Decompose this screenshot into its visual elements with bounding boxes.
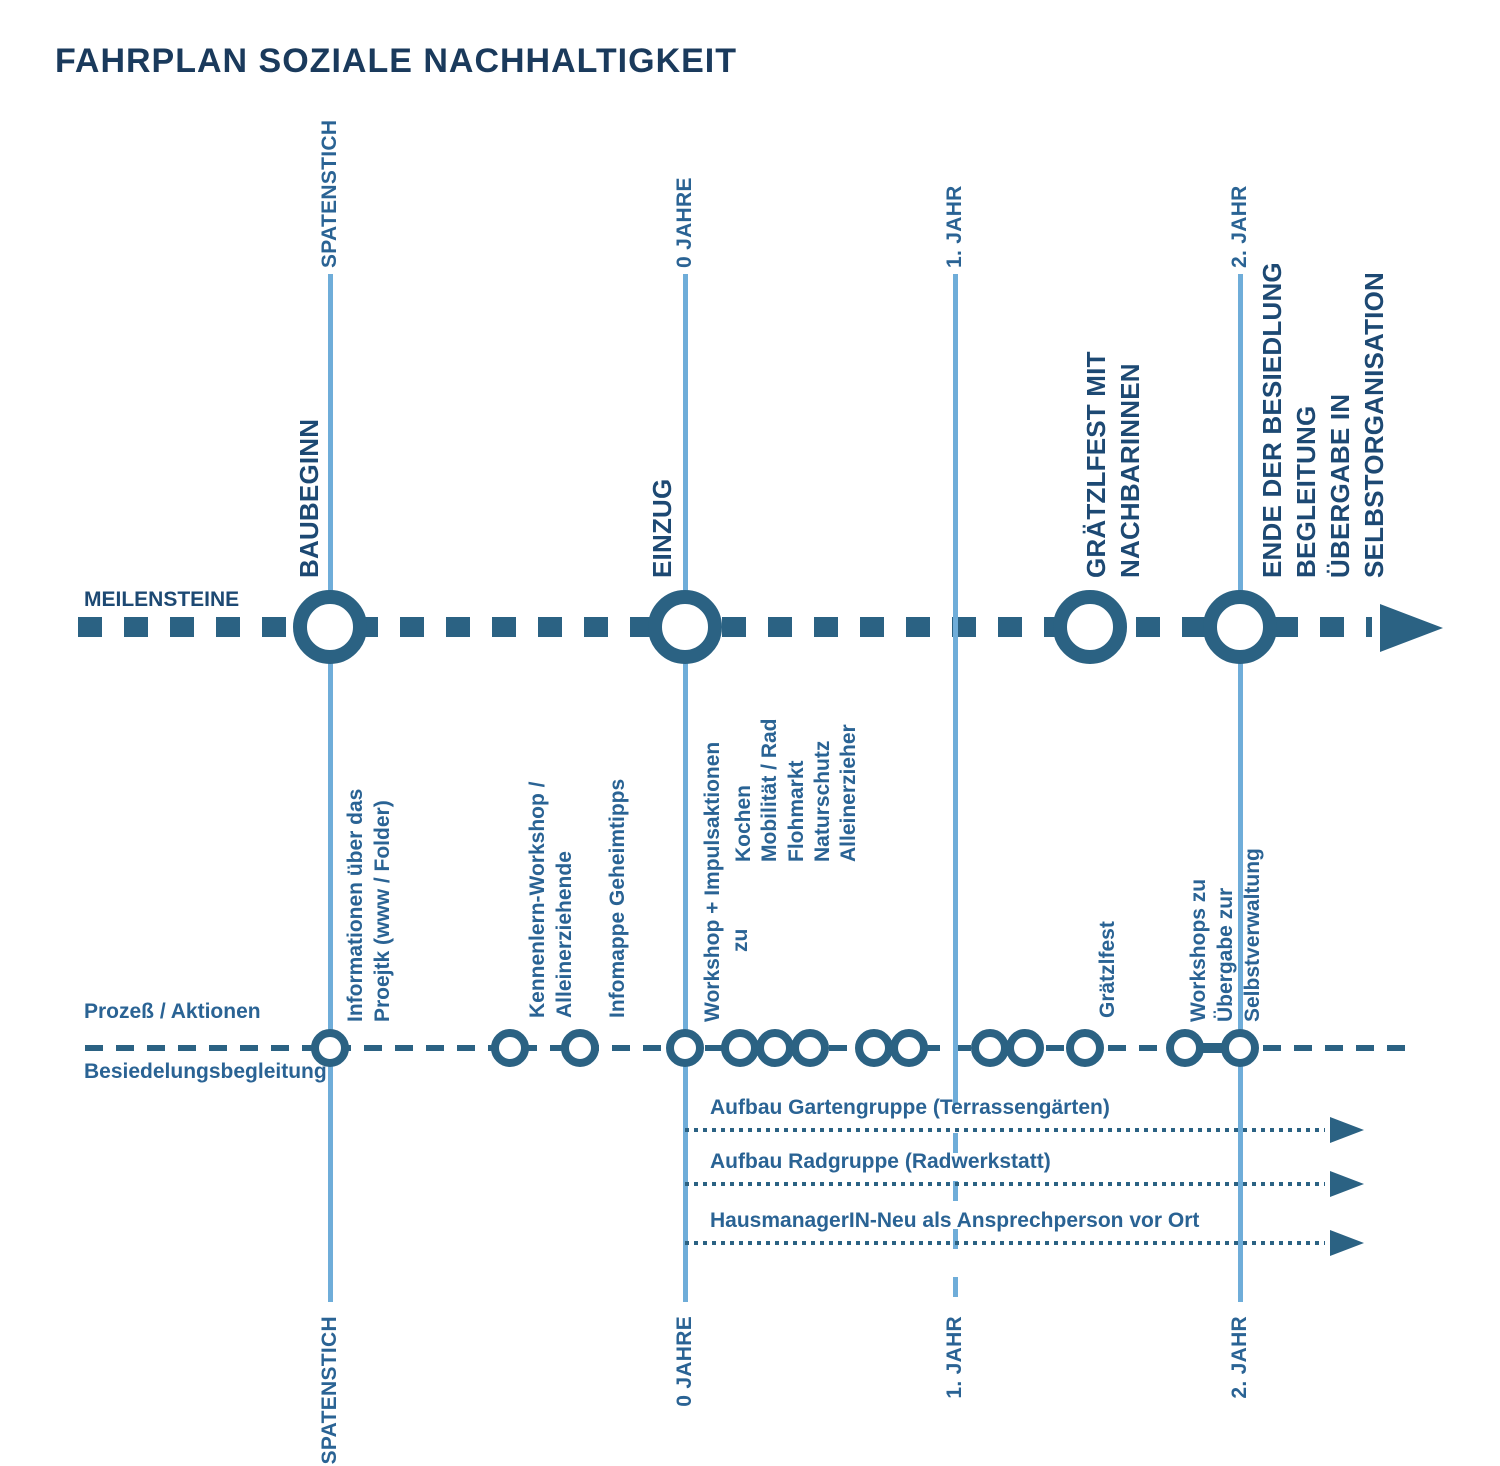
milestones-dashed-line [78, 617, 1372, 637]
milestone-label: BAUBEGINN [294, 418, 324, 578]
process-label: Workshops zu Übergabe zur Selbstverwaltung [1187, 848, 1264, 1022]
process-node [311, 1029, 349, 1067]
track-dotted-line [685, 1241, 1325, 1245]
timeline-line-1-jahr-dashed [953, 1085, 958, 1302]
process-label: Infomappe Geheimtipps [606, 778, 629, 1018]
axis-label-bottom-spatenstich: SPATENSTICH [318, 1316, 341, 1465]
process-node-connector [1198, 1043, 1228, 1053]
milestone-node [648, 590, 722, 664]
timeline-line-spatenstich [328, 274, 333, 1302]
process-label: Naturschutz [811, 740, 834, 862]
milestone-label: GRÄTZLFEST MIT NACHBARINNEN [1081, 351, 1145, 578]
axis-label-top-spatenstich: SPATENSTICH [318, 119, 341, 268]
timeline-line-0-jahre [683, 274, 688, 1302]
process-label: Flohmarkt [785, 760, 808, 862]
process-node [666, 1029, 704, 1067]
process-label: Workshop + Impulsaktionen [701, 741, 724, 1022]
axis-label-top-0-jahre: 0 JAHRE [673, 177, 696, 268]
process-label: zu [729, 928, 752, 952]
track-arrowhead-icon [1330, 1171, 1364, 1197]
process-node [1166, 1029, 1204, 1067]
axis-label-bottom-2-jahr: 2. JAHR [1228, 1316, 1251, 1399]
milestone-node [293, 590, 367, 664]
process-label: Grätzlfest [1096, 921, 1119, 1018]
page-title: FAHRPLAN SOZIALE NACHHALTIGKEIT [55, 42, 738, 80]
process-node [791, 1029, 829, 1067]
axis-label-bottom-1-jahr: 1. JAHR [943, 1316, 966, 1399]
track-label: HausmanagerIN-Neu als Ansprechperson vor… [710, 1209, 1200, 1232]
milestone-label: ENDE DER BESIEDLUNG BEGLEITUNG ÜBERGABE IN… [1257, 262, 1389, 578]
process-node [971, 1029, 1009, 1067]
process-label: Informationen über das Proejtk (www / Fol… [344, 788, 394, 1022]
process-node [491, 1029, 529, 1067]
process-node [890, 1029, 928, 1067]
process-label: Kochen [732, 784, 755, 862]
process-node [855, 1029, 893, 1067]
process-label: Alleinerzieher [837, 724, 860, 862]
track-label: Aufbau Gartengruppe (Terrassengärten) [710, 1096, 1110, 1119]
timeline-line-2-jahr [1238, 274, 1243, 1302]
process-label: Mobilität / Rad [758, 718, 781, 863]
timeline-line-1-jahr [953, 274, 958, 1085]
milestones-arrow-icon [1380, 604, 1443, 652]
track-label: Aufbau Radgruppe (Radwerkstatt) [710, 1150, 1051, 1173]
process-label: Kennenlern-Workshop / Alleinerziehende [526, 781, 576, 1018]
process-row-label-bottom: Besiedelungsbegleitung [84, 1060, 327, 1083]
process-row-label-top: Prozeß / Aktionen [84, 1000, 261, 1023]
axis-label-top-2-jahr: 2. JAHR [1228, 185, 1251, 268]
process-node [561, 1029, 599, 1067]
track-dotted-line [685, 1182, 1325, 1186]
milestone-node [1203, 590, 1277, 664]
track-dotted-line [685, 1128, 1325, 1132]
axis-label-bottom-0-jahre: 0 JAHRE [673, 1316, 696, 1407]
process-node [1006, 1029, 1044, 1067]
process-node [721, 1029, 759, 1067]
process-node [756, 1029, 794, 1067]
milestone-label: EINZUG [647, 478, 677, 578]
milestones-row-label: MEILENSTEINE [84, 588, 240, 611]
track-arrowhead-icon [1330, 1230, 1364, 1256]
axis-label-top-1-jahr: 1. JAHR [943, 185, 966, 268]
process-node [1221, 1029, 1259, 1067]
track-arrowhead-icon [1330, 1117, 1364, 1143]
milestone-node [1053, 590, 1127, 664]
process-node [1066, 1029, 1104, 1067]
